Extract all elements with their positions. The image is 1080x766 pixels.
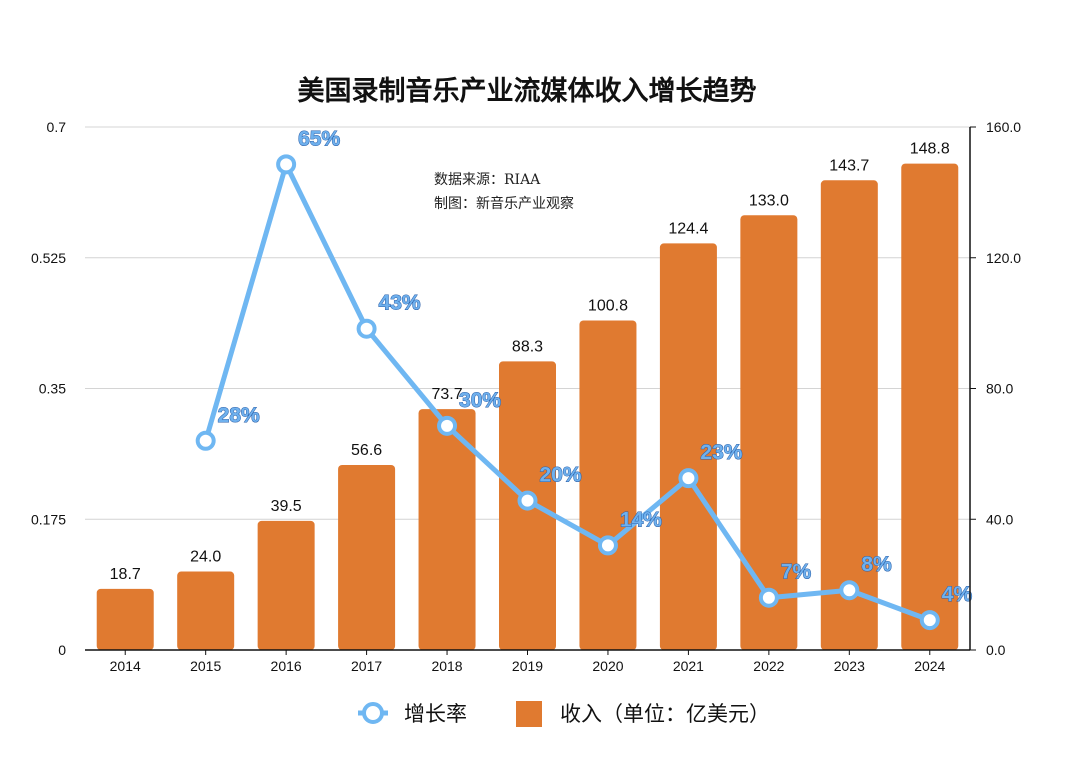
revenue-bar [901, 163, 959, 651]
right-axis-tick-label: 120.0 [986, 250, 1021, 266]
author-note: 制图：新音乐产业观察 [434, 195, 574, 212]
legend-bar-swatch [516, 701, 542, 727]
growth-rate-label: 30% [459, 389, 501, 412]
growth-rate-label: 43% [379, 292, 421, 315]
revenue-bar [418, 409, 476, 650]
source-note: 数据来源：RIAA [434, 172, 541, 188]
growth-rate-point [678, 468, 699, 489]
growth-rate-point [919, 610, 940, 631]
x-axis-tick-label: 2016 [271, 658, 302, 674]
left-axis-tick-label: 0 [58, 642, 66, 658]
growth-rate-label: 20% [540, 464, 582, 487]
revenue-bar-label: 143.7 [829, 157, 869, 174]
legend: 增长率 收入（单位：亿美元） [358, 701, 770, 727]
revenue-bar [740, 215, 798, 650]
revenue-bar [338, 464, 396, 650]
growth-rate-point [597, 535, 618, 556]
growth-rate-point [356, 318, 377, 339]
growth-rate-label: 4% [942, 583, 973, 606]
growth-rate-label: 14% [620, 508, 662, 531]
right-axis-tick-label: 0.0 [986, 642, 1006, 658]
revenue-bar [659, 243, 717, 650]
x-axis-tick-label: 2014 [110, 658, 141, 674]
x-axis-tick-label: 2015 [190, 658, 221, 674]
growth-rate-label: 8% [861, 553, 892, 576]
x-axis-tick-label: 2024 [914, 658, 945, 674]
source-notes: 数据来源：RIAA 制图：新音乐产业观察 [434, 172, 574, 212]
legend-label-revenue: 收入（单位：亿美元） [560, 702, 770, 726]
growth-line-series: 28% 65% 43% 30% 20% 14% 23% 7% 8% 4% [195, 127, 973, 631]
right-axis-tick-label: 80.0 [986, 381, 1013, 397]
revenue-bar-label: 18.7 [110, 566, 141, 583]
revenue-bar [257, 520, 315, 650]
right-axis-tick-label: 160.0 [986, 119, 1021, 135]
x-axis-tick-label: 2023 [834, 658, 865, 674]
revenue-bar [177, 571, 235, 650]
revenue-bar-label: 39.5 [271, 498, 302, 515]
left-axis-tick-label: 0.525 [31, 250, 66, 266]
x-axis-tick-label: 2022 [753, 658, 784, 674]
revenue-bar [96, 588, 154, 650]
growth-rate-point [839, 580, 860, 601]
revenue-bar-label: 73.7 [431, 386, 462, 403]
growth-rate-label: 28% [218, 404, 260, 427]
axes: 0 0.175 0.35 0.525 0.7 0.0 40.0 80.0 120.0 160.0 2… [31, 119, 1021, 674]
revenue-bar-label: 124.4 [668, 220, 708, 237]
legend-label-growth: 增长率 [404, 702, 467, 726]
x-axis-tick-label: 2018 [431, 658, 462, 674]
revenue-bar-label: 133.0 [749, 192, 789, 209]
right-axis-tick-label: 40.0 [986, 511, 1013, 527]
legend-circle-marker [362, 702, 384, 724]
x-axis-tick-label: 2017 [351, 658, 382, 674]
growth-rate-label: 7% [781, 561, 812, 584]
growth-rate-line [203, 161, 933, 623]
x-axis-tick-label: 2019 [512, 658, 543, 674]
left-axis-tick-label: 0.35 [39, 381, 66, 397]
bar-labels: 18.7 24.0 39.5 56.6 73.7 88.3 100.8 124.4 133.0 1… [110, 141, 950, 583]
growth-rate-point [758, 587, 779, 608]
revenue-bar [820, 180, 878, 650]
revenue-bar [579, 320, 637, 650]
growth-rate-point [195, 430, 216, 451]
growth-rate-point [437, 415, 458, 436]
growth-rate-point [276, 154, 297, 175]
growth-rate-point [517, 490, 538, 511]
revenue-bar-label: 24.0 [190, 549, 221, 566]
x-axis-tick-label: 2020 [592, 658, 623, 674]
chart-title: 美国录制音乐产业流媒体收入增长趋势 [298, 75, 757, 107]
left-axis-tick-label: 0.7 [47, 119, 67, 135]
x-axis-tick-label: 2021 [673, 658, 704, 674]
revenue-bar-label: 56.6 [351, 442, 382, 459]
left-axis-tick-label: 0.175 [31, 511, 66, 527]
growth-rate-label: 23% [700, 441, 742, 464]
growth-rate-label: 65% [298, 127, 340, 150]
revenue-bar-label: 148.8 [910, 141, 950, 158]
revenue-bar-label: 88.3 [512, 338, 543, 355]
revenue-bar-label: 100.8 [588, 298, 628, 315]
